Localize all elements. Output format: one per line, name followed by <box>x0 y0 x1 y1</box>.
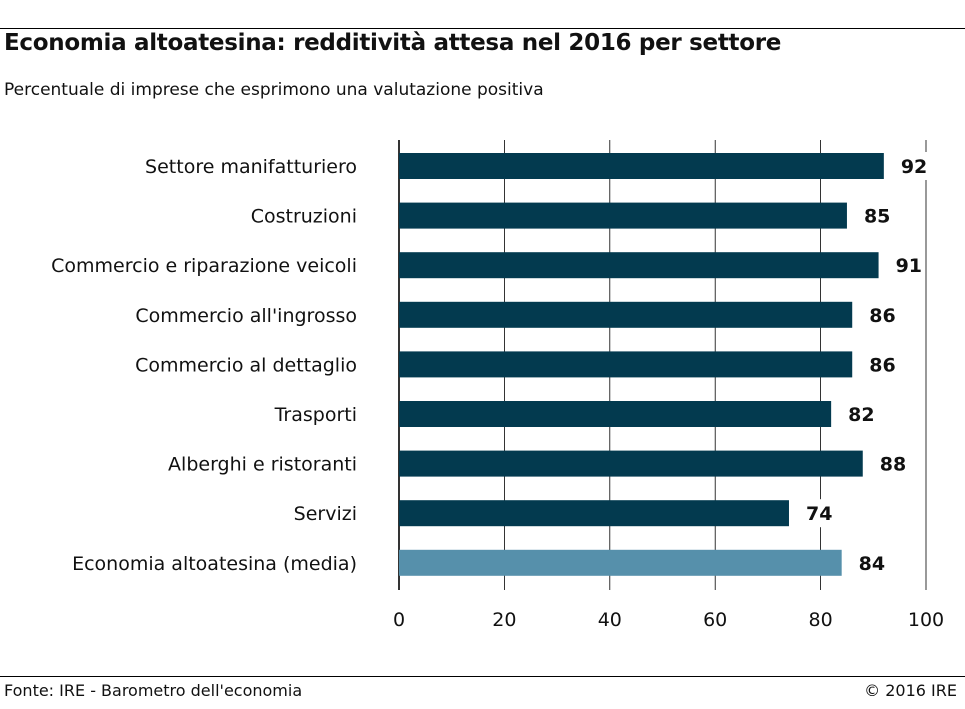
category-label: Servizi <box>294 503 357 525</box>
copyright-note: © 2016 IRE <box>864 681 957 700</box>
x-tick-label: 20 <box>492 609 516 631</box>
data-label: 88 <box>880 454 906 476</box>
label-backing <box>833 400 878 428</box>
data-label: 82 <box>848 404 874 426</box>
category-label: Alberghi e ristoranti <box>168 454 357 476</box>
source-note: Fonte: IRE - Barometro dell'economia <box>4 681 303 700</box>
bar <box>399 301 853 328</box>
category-label: Commercio e riparazione veicoli <box>51 255 357 277</box>
category-label: Settore manifatturiero <box>145 156 357 178</box>
data-label: 74 <box>806 503 832 525</box>
bar <box>399 153 884 179</box>
label-backing <box>854 350 899 379</box>
bar-chart: 92 Settore manifatturiero 85 Costruzioni 91 C… <box>51 140 944 631</box>
bar <box>399 450 863 477</box>
category-label: Trasporti <box>274 404 357 426</box>
data-label: 86 <box>869 305 895 327</box>
label-backing <box>848 201 893 230</box>
data-label: 84 <box>859 553 885 575</box>
label-backing <box>854 300 899 329</box>
data-label: 92 <box>901 156 927 178</box>
x-tick-label: 100 <box>908 609 944 631</box>
data-label: 91 <box>896 255 922 277</box>
bar <box>399 252 879 279</box>
category-label: Commercio all'ingrosso <box>135 305 357 327</box>
label-backing <box>843 548 888 577</box>
chart-title: Economia altoatesina: redditività attesa… <box>4 30 782 56</box>
x-tick-label: 0 <box>393 609 405 631</box>
bottom-rule <box>0 676 965 677</box>
x-tick-label: 80 <box>809 609 833 631</box>
bar <box>399 549 842 576</box>
bar <box>399 500 789 527</box>
data-label: 86 <box>869 354 895 376</box>
top-rule <box>0 28 965 29</box>
x-tick-label: 40 <box>598 609 622 631</box>
label-backing <box>880 251 925 280</box>
label-backing <box>864 449 909 478</box>
label-backing <box>885 152 930 180</box>
category-label: Costruzioni <box>251 206 357 228</box>
chart-subtitle: Percentuale di imprese che esprimono una… <box>4 80 544 100</box>
category-label: Economia altoatesina (media) <box>72 553 357 575</box>
bar <box>399 351 853 378</box>
bar <box>399 202 847 229</box>
data-label: 85 <box>864 206 890 228</box>
category-label: Commercio al dettaglio <box>135 354 357 376</box>
label-backing <box>790 499 835 528</box>
bar <box>399 401 832 427</box>
x-tick-label: 60 <box>703 609 727 631</box>
